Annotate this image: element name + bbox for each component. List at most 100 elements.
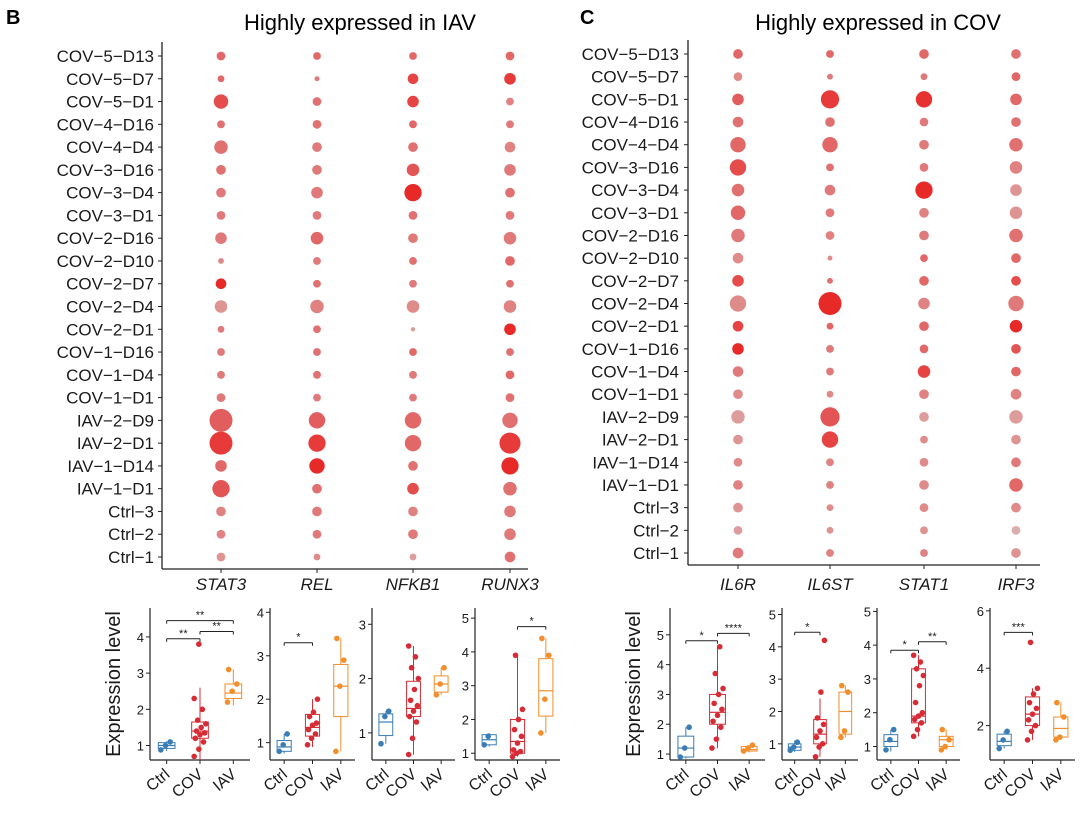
expression-dot xyxy=(215,278,227,290)
expression-dot xyxy=(504,323,516,336)
x-category-label: IAV xyxy=(822,766,852,795)
expression-dot xyxy=(214,140,228,154)
expression-dot xyxy=(505,211,515,220)
box-iqr xyxy=(996,733,1012,747)
data-point xyxy=(203,721,209,727)
expression-dot xyxy=(409,279,417,288)
data-point xyxy=(911,716,918,723)
expression-dot xyxy=(919,480,929,490)
expression-dot xyxy=(919,503,929,513)
sample-label: COV−1−D16 xyxy=(582,340,679,359)
expression-dot xyxy=(1008,295,1024,312)
sample-label: COV−5−D7 xyxy=(66,70,154,89)
plots-layer: COV−5−D13COV−5−D7COV−5−D1COV−4−D16COV−4−… xyxy=(57,40,1075,801)
data-point xyxy=(546,652,552,659)
sample-label: COV−4−D16 xyxy=(582,113,679,132)
expression-dot xyxy=(920,435,928,444)
expression-dot xyxy=(404,434,422,452)
expression-dot xyxy=(732,93,744,106)
expression-dot xyxy=(820,90,840,109)
expression-dot xyxy=(731,183,745,197)
data-point xyxy=(515,716,522,723)
sample-label: COV−2−D16 xyxy=(582,226,679,245)
expression-dot xyxy=(1010,184,1022,196)
data-point xyxy=(405,643,412,649)
expression-dot xyxy=(915,181,933,199)
y-tick-label: 3 xyxy=(462,679,469,694)
data-point xyxy=(313,720,320,726)
y-tick-label: 4 xyxy=(137,630,144,645)
data-point xyxy=(409,735,416,742)
expression-dot xyxy=(409,257,417,265)
expression-dot xyxy=(919,163,929,172)
expression-dot xyxy=(504,141,516,153)
expression-dot xyxy=(919,230,929,241)
data-point xyxy=(1027,639,1034,646)
data-point xyxy=(711,700,717,707)
expression-dot xyxy=(313,52,321,60)
significance-label: * xyxy=(530,616,535,628)
y-tick-label: 2 xyxy=(769,704,776,719)
expression-dot xyxy=(1011,344,1021,354)
data-point xyxy=(1054,699,1060,706)
data-point xyxy=(415,675,422,682)
data-point xyxy=(713,736,720,742)
expression-dot xyxy=(312,506,322,517)
expression-dot xyxy=(731,410,745,424)
expression-dot xyxy=(1011,457,1021,468)
data-point xyxy=(411,686,418,693)
expression-dot xyxy=(499,432,521,454)
data-point xyxy=(749,742,756,748)
data-point xyxy=(304,742,311,748)
panel-c-letter: C xyxy=(580,7,594,29)
y-tick-label: 2 xyxy=(462,712,469,727)
expression-dot xyxy=(313,553,321,561)
y-tick-label: 1 xyxy=(257,736,264,751)
y-tick-label: 3 xyxy=(657,687,664,702)
expression-dot xyxy=(312,97,322,106)
sample-label: Ctrl−1 xyxy=(633,544,679,563)
expression-dot xyxy=(406,300,420,313)
expression-dot xyxy=(826,549,834,557)
gene-label: IRF3 xyxy=(998,575,1035,594)
data-point xyxy=(385,708,392,714)
sample-label: Ctrl−3 xyxy=(108,502,154,521)
expression-dot xyxy=(920,526,928,535)
data-point xyxy=(681,745,688,751)
expression-dot xyxy=(732,252,744,264)
data-point xyxy=(916,682,923,689)
dotplot-b: COV−5−D13 COV−5−D7 COV−5−D1 COV−4−D16 COV−4−… xyxy=(57,42,539,594)
y-tick-label: 4 xyxy=(864,638,871,653)
expression-dot xyxy=(216,51,226,61)
data-point xyxy=(538,730,544,736)
expression-dot xyxy=(216,211,226,220)
sample-label: COV−3−D1 xyxy=(591,204,679,223)
expression-dot xyxy=(919,321,929,332)
data-point xyxy=(996,745,1003,752)
expression-dot xyxy=(1009,161,1023,174)
sample-label: COV−5−D13 xyxy=(582,45,679,64)
expression-dot xyxy=(214,300,228,313)
data-point xyxy=(192,735,199,742)
expression-dot xyxy=(732,366,744,377)
data-point xyxy=(519,706,526,713)
data-point xyxy=(509,753,516,760)
data-point xyxy=(405,751,412,758)
box-iqr xyxy=(333,663,349,718)
data-point xyxy=(229,688,235,695)
expression-dot xyxy=(217,348,225,356)
sample-label: COV−5−D1 xyxy=(66,93,154,112)
panel-b-title: Highly expressed in IAV xyxy=(244,10,476,35)
data-point xyxy=(485,733,491,740)
expression-dot xyxy=(1011,548,1021,558)
box-iqr xyxy=(1024,696,1041,727)
data-point xyxy=(938,747,945,753)
box-iqr xyxy=(191,721,209,739)
expression-dot xyxy=(826,367,834,376)
expression-dot xyxy=(1010,388,1022,400)
expression-dot xyxy=(309,458,325,474)
data-point xyxy=(333,748,339,755)
data-point xyxy=(410,708,417,714)
